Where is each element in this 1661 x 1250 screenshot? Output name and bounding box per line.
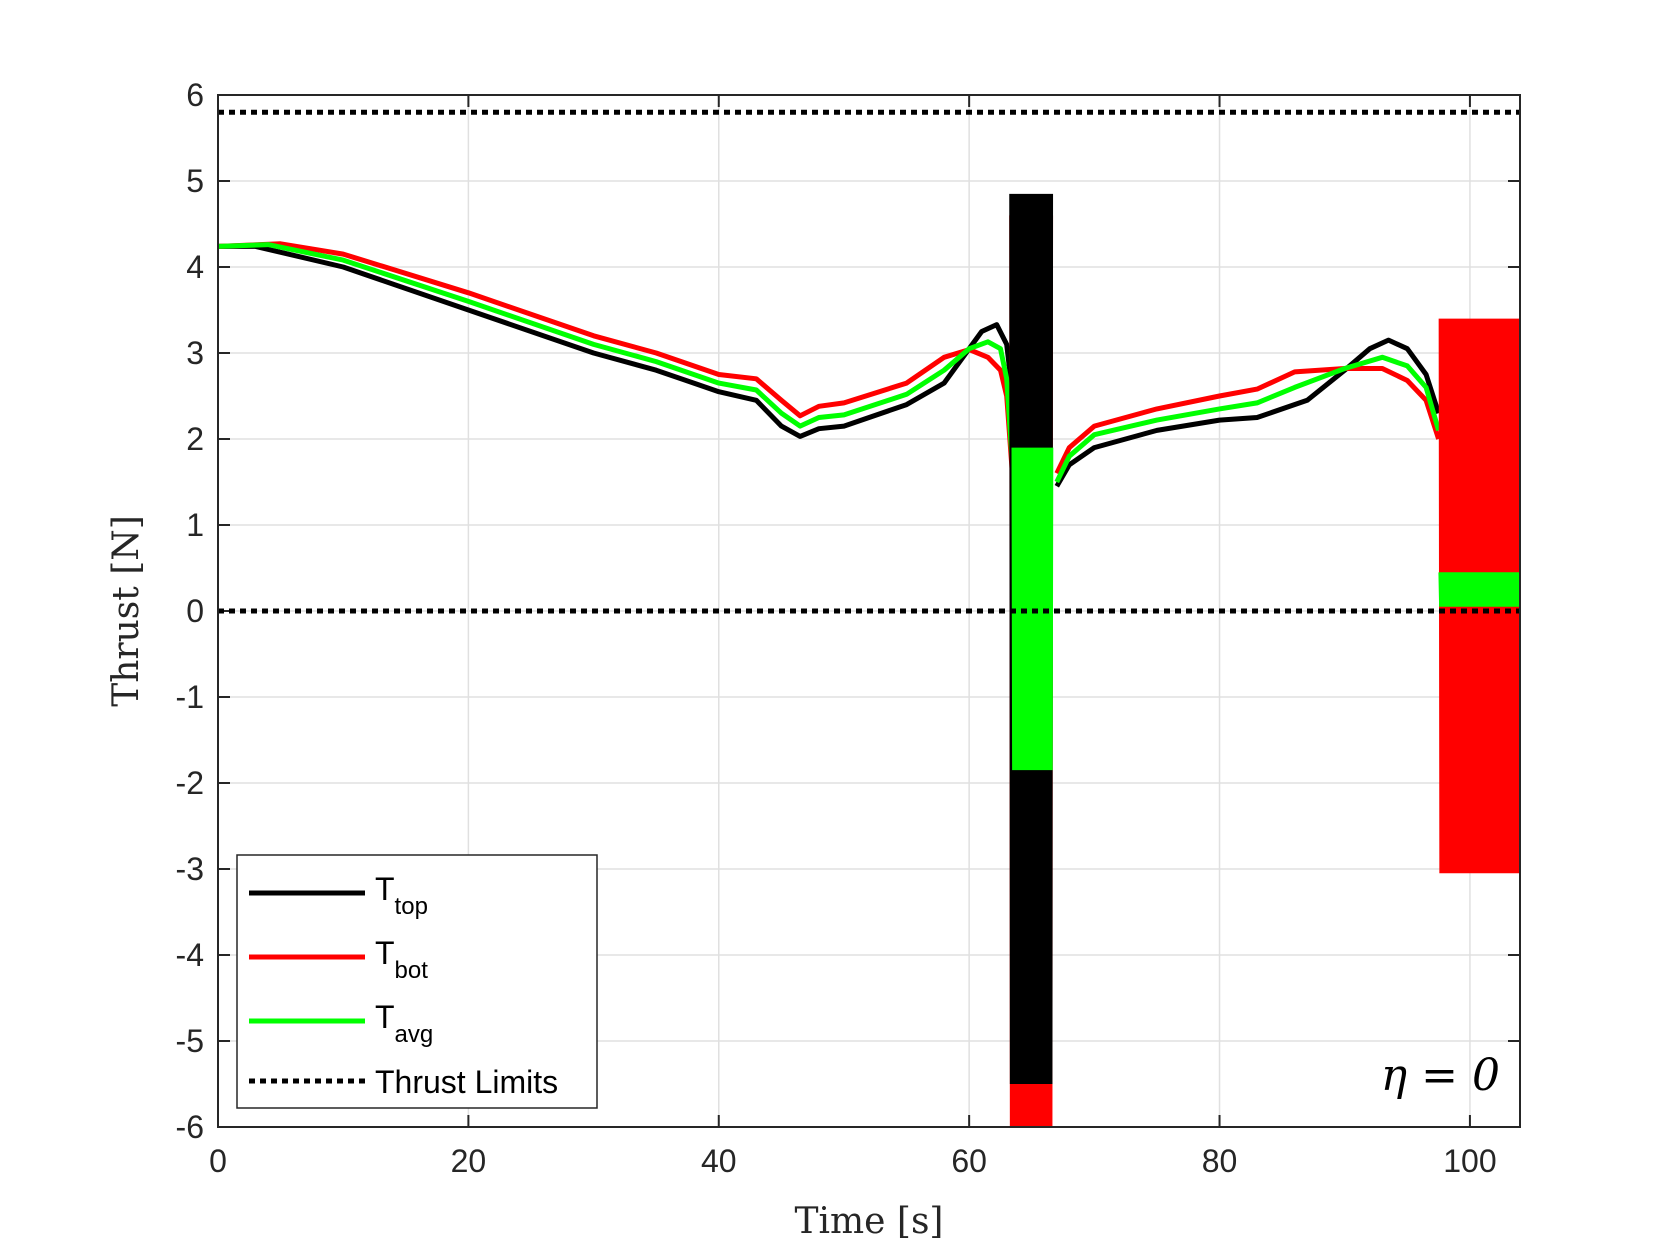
legend-label-top: Ttop	[375, 871, 428, 920]
y-tick-label: 5	[186, 163, 204, 199]
legend: Ttop Tbot Tavg Thrust Limits	[236, 854, 598, 1109]
legend-label-limits: Thrust Limits	[375, 1064, 558, 1100]
y-tick-label: 6	[186, 77, 204, 113]
series-group	[218, 109, 1520, 1127]
y-tick-label: -6	[176, 1109, 204, 1145]
x-tick-label: 60	[951, 1143, 987, 1179]
y-tick-label: 3	[186, 335, 204, 371]
legend-label-bot: Tbot	[375, 935, 428, 984]
y-tick-label: -1	[176, 679, 204, 715]
oscillation-avg-2	[1011, 447, 1054, 771]
series-line-top-late	[1054, 337, 1441, 488]
series-line-top	[218, 243, 1017, 508]
eta-annotation: η = 0	[1381, 1050, 1500, 1101]
x-axis-label: Time [s]	[795, 1201, 944, 1242]
y-tick-label: 1	[186, 507, 204, 543]
y-axis-label: Thrust [N]	[106, 515, 147, 707]
y-tick-label: -5	[176, 1023, 204, 1059]
legend-box	[236, 854, 598, 1109]
y-tick-label: 0	[186, 593, 204, 629]
y-tick-label: 4	[186, 249, 204, 285]
series-line-bot	[218, 241, 1016, 483]
oscillation-bot-3	[1438, 318, 1520, 874]
y-tick-label: 2	[186, 421, 204, 457]
tick-labels: 0 20 40 60 80 100 6 5 4 3 2 1 0 -1 -2 -3 -4 -5 -6	[176, 77, 1497, 1179]
series-line-avg	[218, 242, 1016, 474]
x-tick-label: 40	[701, 1143, 737, 1179]
y-tick-label: -3	[176, 851, 204, 887]
x-tick-label: 100	[1443, 1143, 1496, 1179]
oscillation-top-1	[1009, 193, 1054, 1085]
x-tick-label: 20	[451, 1143, 487, 1179]
series-line-avg-late	[1054, 354, 1442, 484]
plot-frame	[217, 94, 1521, 1128]
oscillation-avg-4	[1438, 572, 1520, 607]
y-tick-label: -4	[176, 937, 204, 973]
legend-label-avg: Tavg	[375, 999, 433, 1048]
x-tick-label: 80	[1202, 1143, 1238, 1179]
y-tick-label: -2	[176, 765, 204, 801]
x-tick-label: 0	[209, 1143, 227, 1179]
series-line-bot-late	[1054, 366, 1441, 475]
